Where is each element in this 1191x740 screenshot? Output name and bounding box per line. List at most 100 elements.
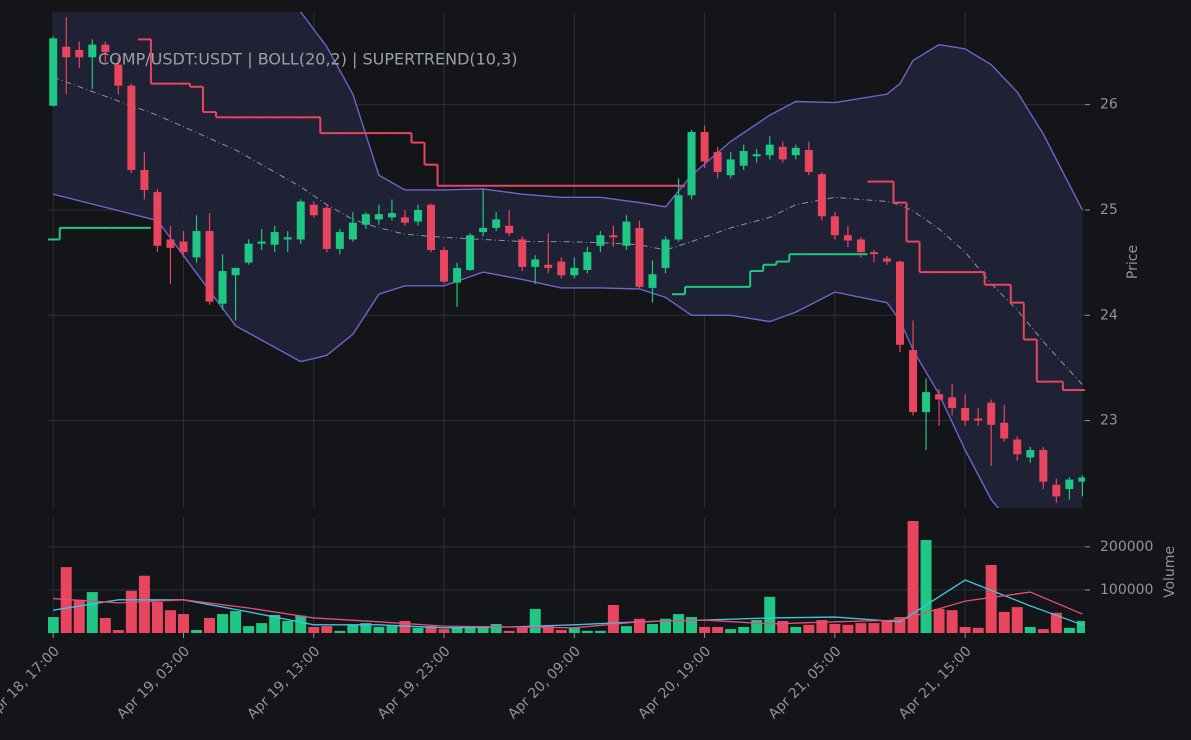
candle-body [387, 213, 396, 218]
candle-body [583, 252, 592, 271]
candle-body [62, 46, 71, 58]
candle-body [127, 85, 136, 170]
volume-bar [555, 629, 567, 633]
candle-body [1052, 484, 1061, 497]
volume-bar [490, 623, 502, 633]
y-axis-label: Price [1125, 245, 1141, 279]
volume-bar [256, 623, 268, 633]
volume-bar [764, 596, 776, 633]
candle-body [518, 239, 527, 267]
volume-bar [686, 617, 698, 633]
candle-body [948, 397, 957, 408]
volume-bar [217, 614, 229, 633]
candle-body [348, 222, 357, 240]
volume-bar [829, 623, 841, 633]
candle-body [765, 144, 774, 156]
candle-body [1026, 450, 1035, 458]
volume-moving-average [53, 579, 1083, 629]
volume-bar [99, 617, 111, 633]
candle-body [856, 239, 865, 253]
volume-bar [568, 627, 580, 633]
candle-body [882, 258, 891, 262]
candle-body [778, 146, 787, 160]
candle-body [1013, 439, 1022, 455]
volume-bar [399, 620, 411, 633]
volume-bar [699, 626, 711, 633]
volume-bar [477, 626, 489, 633]
volume-bar [282, 620, 294, 633]
price-panel [48, 12, 1085, 508]
volume-bar [542, 626, 554, 633]
y-axis-label: Volume [1162, 546, 1178, 598]
volume-bar [816, 620, 828, 633]
volume-bar [998, 611, 1010, 633]
candle-body [400, 217, 409, 223]
candle-body [909, 350, 918, 413]
bollinger-middle [53, 76, 1083, 386]
y-tick-label: 23 [1100, 413, 1118, 429]
volume-bar [112, 629, 124, 633]
volume-bar [868, 623, 880, 633]
volume-bar [1063, 627, 1075, 633]
candle-body [440, 249, 449, 282]
candle-body [296, 201, 305, 240]
candle-body [843, 235, 852, 241]
volume-bar [373, 626, 385, 633]
candle-body [713, 152, 722, 173]
candle-body [922, 392, 931, 413]
candle-body [661, 239, 670, 268]
candle-body [804, 149, 813, 173]
volume-bar [151, 601, 163, 633]
candle-body [739, 151, 748, 166]
candle-body [987, 402, 996, 425]
candle-body [179, 241, 188, 253]
candle-body [622, 221, 631, 246]
candle-body [479, 227, 488, 233]
volume-bar [386, 626, 398, 633]
candle-body [596, 235, 605, 246]
volume-bar [177, 614, 189, 633]
volume-bar [321, 626, 333, 633]
candle-body [505, 225, 514, 234]
candle-body [531, 259, 540, 267]
candle-body [609, 235, 618, 238]
candle-body [192, 231, 201, 258]
volume-bar [243, 626, 255, 633]
candle-body [466, 235, 475, 271]
volume-bar [738, 626, 750, 633]
volume-bar [803, 624, 815, 633]
volume-bar [191, 629, 203, 633]
candle-body [88, 44, 97, 58]
candle-body [869, 252, 878, 255]
volume-bar [933, 608, 945, 633]
volume-bar [73, 599, 85, 633]
volume-bar [464, 626, 476, 633]
volume-bar [347, 624, 359, 633]
volume-bar [516, 627, 528, 633]
candle-body [166, 239, 175, 248]
volume-bar [529, 608, 541, 633]
volume-bar [855, 623, 867, 633]
volume-bar [751, 620, 763, 633]
candle-body [427, 204, 436, 250]
bollinger-band-fill [53, 12, 1083, 508]
volume-bar [660, 618, 672, 633]
candle-body [726, 159, 735, 176]
candle-body [361, 214, 370, 225]
candle-body [700, 132, 709, 162]
volume-bar [725, 629, 737, 633]
volume-bar [607, 605, 619, 633]
candle-body [974, 418, 983, 421]
candle-body [674, 195, 683, 240]
candle-body [218, 271, 227, 304]
volume-bar [842, 624, 854, 633]
volume-bar [1011, 607, 1023, 633]
candle-body [153, 192, 162, 246]
candle-body [283, 237, 292, 240]
volume-bar [1037, 629, 1049, 633]
volume-bar [48, 617, 59, 633]
volume-bar [1050, 612, 1062, 633]
volume-bar [86, 592, 98, 633]
candle-body [557, 261, 566, 276]
candle-body [1065, 479, 1074, 490]
